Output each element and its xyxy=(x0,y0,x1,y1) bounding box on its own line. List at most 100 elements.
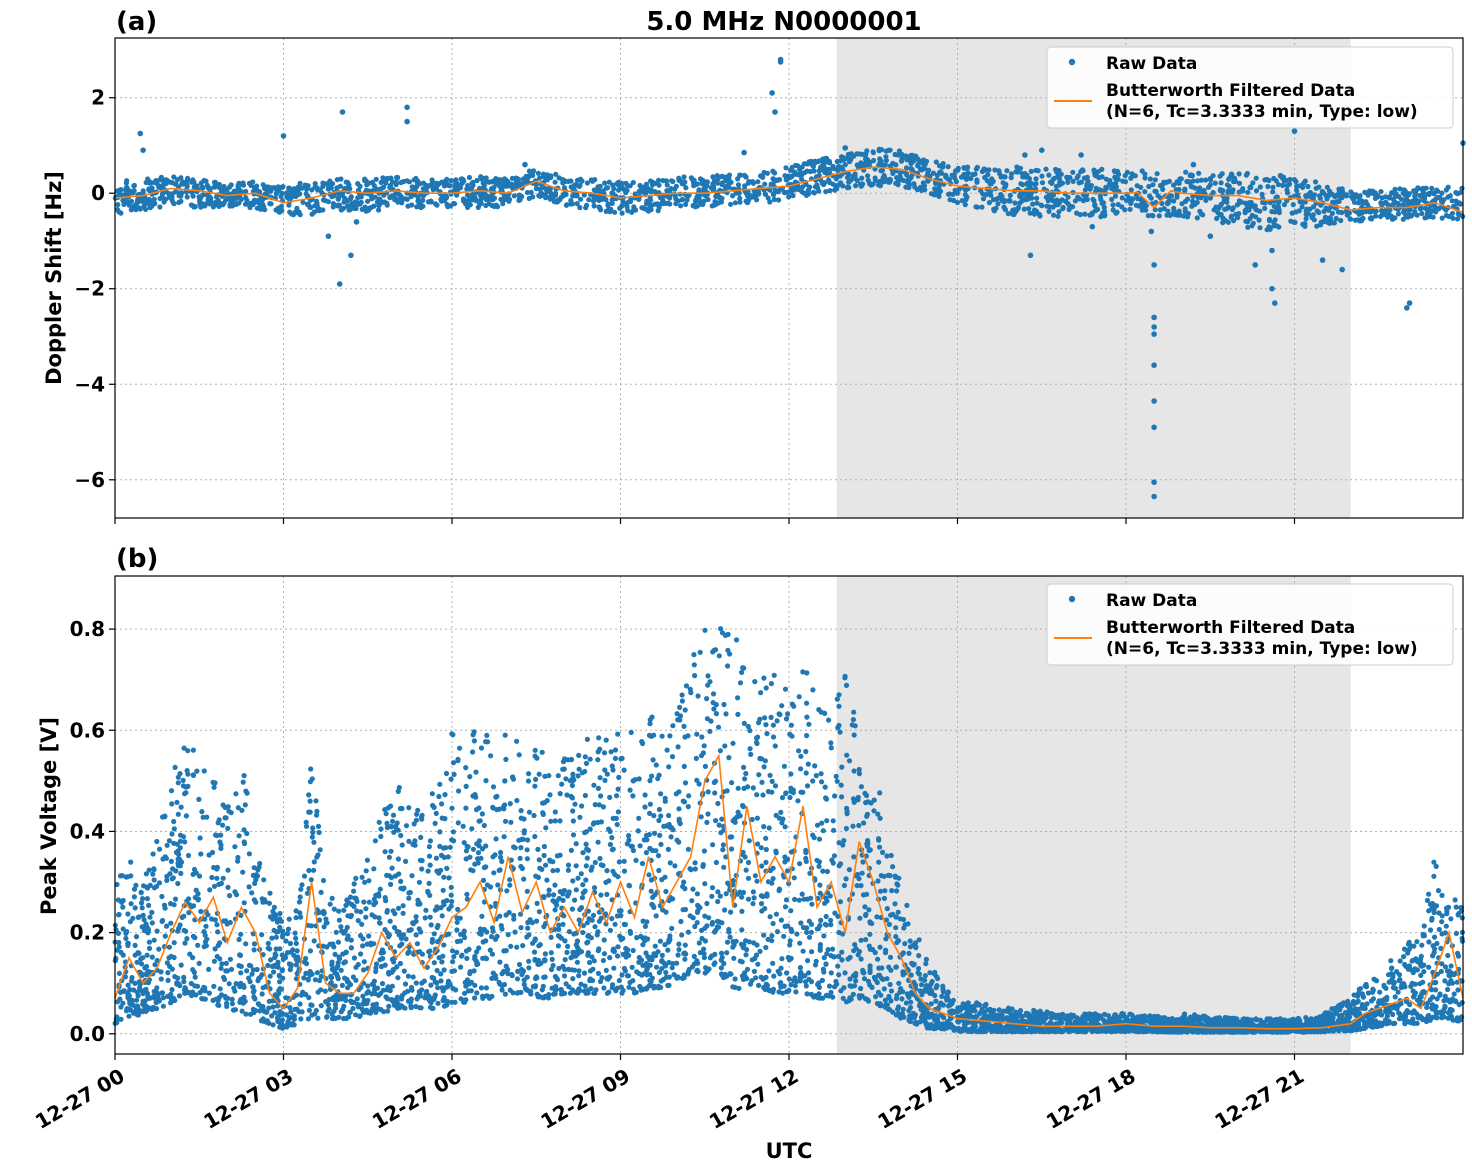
raw-data-point xyxy=(998,174,1004,180)
raw-data-point xyxy=(735,182,742,188)
raw-data-point xyxy=(751,895,757,901)
raw-data-point xyxy=(910,158,916,164)
raw-data-point xyxy=(1427,927,1434,933)
raw-data-point xyxy=(745,896,752,902)
raw-data-point xyxy=(663,969,669,976)
raw-data-point xyxy=(757,716,763,722)
raw-data-point xyxy=(858,784,865,790)
raw-data-point xyxy=(717,748,724,754)
raw-data-point xyxy=(996,1007,1002,1013)
raw-data-point xyxy=(884,853,890,859)
raw-data-point xyxy=(774,929,781,935)
raw-data-point xyxy=(532,753,538,759)
raw-data-point xyxy=(747,746,753,752)
raw-data-point xyxy=(208,198,214,204)
raw-data-point xyxy=(1439,190,1445,196)
raw-data-point xyxy=(1024,181,1030,187)
raw-data-point xyxy=(1230,205,1236,211)
raw-data-point xyxy=(405,949,411,956)
raw-data-point xyxy=(1074,210,1080,216)
raw-data-point xyxy=(483,197,489,203)
raw-data-point xyxy=(366,207,372,213)
panel-a-legend-raw: Raw Data xyxy=(1106,54,1197,74)
raw-data-point xyxy=(265,962,271,969)
raw-data-point xyxy=(584,180,591,186)
raw-data-point xyxy=(1127,206,1133,212)
raw-data-outlier xyxy=(1027,252,1034,259)
raw-data-point xyxy=(164,923,170,929)
raw-data-point xyxy=(1324,194,1330,200)
raw-data-outlier xyxy=(1039,147,1045,153)
raw-data-point xyxy=(973,204,979,210)
raw-data-point xyxy=(629,209,635,215)
raw-data-point xyxy=(709,893,715,899)
raw-data-point xyxy=(583,863,589,869)
raw-data-point xyxy=(450,829,456,835)
raw-data-point xyxy=(629,964,635,970)
raw-data-point xyxy=(195,942,201,948)
raw-data-point xyxy=(887,981,893,988)
raw-data-point xyxy=(441,183,447,189)
raw-data-point xyxy=(475,204,481,210)
raw-data-point xyxy=(598,793,604,799)
raw-data-point xyxy=(979,204,985,210)
raw-data-point xyxy=(232,844,238,850)
raw-data-point xyxy=(837,729,843,735)
raw-data-point xyxy=(716,822,722,828)
raw-data-point xyxy=(834,183,841,189)
raw-data-point xyxy=(1183,169,1189,175)
raw-data-point xyxy=(215,202,221,208)
raw-data-point xyxy=(1443,187,1449,193)
raw-data-point xyxy=(805,188,811,195)
raw-data-point xyxy=(1127,196,1133,202)
raw-data-point xyxy=(456,788,462,794)
raw-data-point xyxy=(653,762,659,768)
raw-data-point xyxy=(719,195,725,201)
raw-data-point xyxy=(881,986,887,992)
raw-data-point xyxy=(1264,227,1270,233)
raw-data-point xyxy=(880,849,886,856)
raw-data-point xyxy=(1008,171,1015,177)
raw-data-point xyxy=(1230,187,1236,193)
raw-data-point xyxy=(1439,919,1445,925)
raw-data-point xyxy=(1242,207,1248,213)
raw-data-point xyxy=(238,196,244,203)
raw-data-point xyxy=(1422,205,1428,211)
raw-data-point xyxy=(115,912,122,918)
raw-data-point xyxy=(1389,190,1395,196)
raw-data-point xyxy=(1072,198,1078,204)
raw-data-point xyxy=(1111,187,1117,193)
raw-data-point xyxy=(912,184,918,190)
raw-data-point xyxy=(1352,217,1358,223)
raw-data-point xyxy=(465,844,471,850)
raw-data-outlier xyxy=(1207,233,1214,239)
raw-data-point xyxy=(327,178,333,184)
raw-data-point xyxy=(440,953,446,959)
raw-data-point xyxy=(1339,186,1345,192)
raw-data-point xyxy=(1253,206,1259,212)
raw-data-point xyxy=(768,714,774,721)
raw-data-point xyxy=(269,935,275,941)
raw-data-point xyxy=(158,183,165,189)
raw-data-point xyxy=(1080,168,1086,174)
raw-data-point xyxy=(1427,209,1433,216)
raw-data-point xyxy=(1275,200,1282,206)
raw-data-point xyxy=(591,782,597,788)
raw-data-point xyxy=(528,189,534,195)
raw-data-point xyxy=(580,929,586,936)
raw-data-point xyxy=(1179,201,1185,207)
raw-data-point xyxy=(430,187,436,193)
raw-data-point xyxy=(1270,184,1276,190)
raw-data-point xyxy=(196,796,202,803)
raw-data-point xyxy=(251,941,258,947)
raw-data-point xyxy=(1259,191,1265,197)
raw-data-point xyxy=(763,835,769,841)
raw-data-point xyxy=(1122,179,1129,185)
raw-data-point xyxy=(1194,199,1200,205)
raw-data-point xyxy=(286,202,292,208)
raw-data-point xyxy=(1236,180,1243,186)
raw-data-point xyxy=(1365,192,1371,198)
raw-data-point xyxy=(374,199,380,205)
raw-data-point xyxy=(643,181,650,187)
y-tick-label: −6 xyxy=(74,468,105,492)
